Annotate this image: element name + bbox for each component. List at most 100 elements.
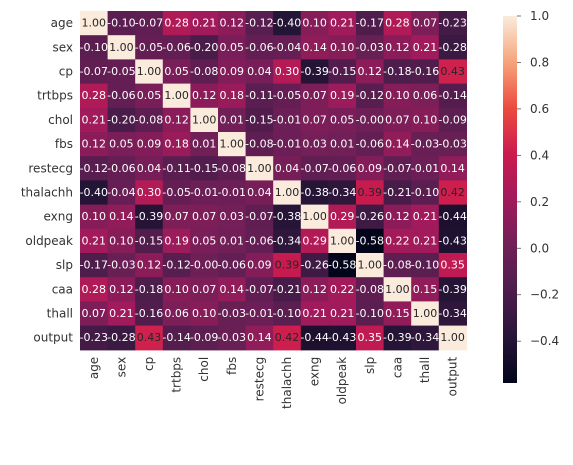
heatmap-cell-output-chol	[190, 325, 219, 351]
cell-value-label: 0.09	[220, 65, 245, 78]
heatmap-cell-restecg-cp	[135, 156, 164, 181]
x-tick-label: restecg	[252, 357, 266, 402]
heatmap-cell-sex-slp	[356, 35, 385, 60]
heatmap-cell-output-caa	[383, 325, 412, 351]
heatmap-cell-slp-age	[80, 253, 109, 278]
cell-value-label: 0.14	[385, 138, 410, 151]
heatmap-cell-trtbps-age	[80, 83, 109, 109]
cell-value-label: 0.29	[330, 210, 355, 223]
x-tick-label: trtbps	[170, 357, 184, 393]
cell-value-label: 0.07	[385, 113, 410, 126]
heatmap-cell-trtbps-cp	[135, 83, 164, 109]
cell-value-label: 0.21	[330, 17, 355, 30]
cell-value-label: -0.39	[438, 283, 466, 296]
heatmap-cell-caa-slp	[356, 277, 385, 302]
heatmap-cell-age-slp	[356, 11, 385, 36]
heatmap-cell-cp-thall	[411, 59, 440, 85]
heatmap-cell-chol-cp	[135, 107, 164, 133]
heatmap-cell-output-output	[438, 325, 467, 351]
cell-value-label: 0.04	[275, 162, 300, 175]
colorbar-tick-label: −0.2	[530, 288, 559, 302]
heatmap-cell-fbs-caa	[383, 132, 412, 157]
cell-value-label: 0.07	[302, 113, 327, 126]
cell-value-label: 0.12	[164, 113, 189, 126]
cell-value-label: -0.03	[356, 41, 384, 54]
cell-value-label: 0.10	[192, 307, 217, 320]
cell-value-label: -0.07	[80, 65, 108, 78]
heatmap-cell-sex-oldpeak	[328, 35, 357, 60]
cell-value-label: 0.05	[109, 138, 134, 151]
x-tick-label: age	[87, 357, 101, 379]
cell-value-label: -0.18	[135, 283, 163, 296]
cell-value-label: 0.03	[302, 138, 327, 151]
heatmap-cell-thalachh-sex	[107, 180, 136, 206]
heatmap-cell-output-age	[80, 325, 109, 351]
heatmap-cell-cp-fbs	[218, 59, 247, 85]
cell-value-label: 0.42	[440, 186, 465, 199]
cell-value-label: -0.10	[273, 307, 301, 320]
heatmap-cell-fbs-trtbps	[162, 132, 191, 157]
heatmap-cell-thall-age	[80, 301, 109, 327]
cell-value-label: -0.01	[190, 186, 218, 199]
cell-value-label: 0.21	[192, 17, 217, 30]
heatmap-cell-caa-restecg	[245, 277, 274, 302]
heatmap-cell-sex-thalachh	[273, 35, 302, 60]
heatmap-cell-cp-cp	[135, 59, 164, 85]
y-tick-label: fbs	[55, 137, 73, 151]
y-tick-label: thall	[47, 307, 73, 321]
heatmap-cell-caa-caa	[383, 277, 412, 302]
heatmap-cell-thall-cp	[135, 301, 164, 327]
cell-value-label: -0.38	[300, 186, 328, 199]
cell-value-label: -0.15	[328, 65, 356, 78]
heatmap-cell-output-fbs	[218, 325, 247, 351]
cell-value-label: -0.06	[107, 162, 135, 175]
cell-value-label: -0.18	[383, 65, 411, 78]
cell-value-label: -0.10	[411, 259, 439, 272]
x-tick-label: fbs	[225, 357, 239, 375]
colorbar	[503, 16, 517, 383]
heatmap-cell-chol-restecg	[245, 107, 274, 133]
cell-value-label: 0.21	[330, 307, 355, 320]
cell-value-label: -0.10	[356, 307, 384, 320]
heatmap-cell-exng-age	[80, 204, 109, 230]
cell-value-label: -0.58	[356, 234, 384, 247]
cell-value-label: -0.05	[162, 186, 190, 199]
cell-value-label: -0.15	[245, 113, 273, 126]
heatmap-cell-sex-caa	[383, 35, 412, 60]
cell-value-label: 0.14	[220, 283, 245, 296]
cell-value-label: -0.01	[218, 186, 246, 199]
heatmap-cell-chol-age	[80, 107, 109, 133]
cell-value-label: -0.20	[107, 113, 135, 126]
heatmap-cell-thalachh-thalachh	[273, 180, 302, 206]
cell-value-label: -0.08	[356, 283, 384, 296]
cell-value-label: -0.08	[135, 113, 163, 126]
heatmap-cell-restecg-oldpeak	[328, 156, 357, 181]
heatmap-cell-thall-exng	[300, 301, 329, 327]
heatmap-cell-caa-thalachh	[273, 277, 302, 302]
colorbar-tick-label: 0.2	[530, 195, 549, 209]
cell-value-label: 0.12	[192, 89, 217, 102]
heatmap-cell-cp-sex	[107, 59, 136, 85]
heatmap-cell-caa-thall	[411, 277, 440, 302]
cell-value-label: 0.09	[358, 162, 383, 175]
cell-value-label: 0.06	[413, 89, 438, 102]
heatmap-cell-chol-thall	[411, 107, 440, 133]
heatmap-cell-cp-caa	[383, 59, 412, 85]
cell-value-label: -0.03	[107, 259, 135, 272]
heatmap-cell-exng-thalachh	[273, 204, 302, 230]
heatmap-cell-exng-chol	[190, 204, 219, 230]
cell-value-label: -0.17	[80, 259, 108, 272]
heatmap-cell-slp-sex	[107, 253, 136, 278]
heatmap-cell-age-fbs	[218, 11, 247, 36]
heatmap-cell-restecg-exng	[300, 156, 329, 181]
cell-value-label: 1.00	[330, 234, 355, 247]
heatmap-cell-fbs-chol	[190, 132, 219, 157]
heatmap-cell-oldpeak-caa	[383, 228, 412, 254]
heatmap-cell-caa-exng	[300, 277, 329, 302]
colorbar-tick-label: 0.4	[530, 148, 549, 162]
heatmap-cell-trtbps-oldpeak	[328, 83, 357, 109]
cell-value-label: 0.21	[413, 234, 438, 247]
heatmap-cell-output-thalachh	[273, 325, 302, 351]
x-tick-label: cp	[142, 357, 156, 371]
y-tick-label: restecg	[28, 161, 73, 175]
